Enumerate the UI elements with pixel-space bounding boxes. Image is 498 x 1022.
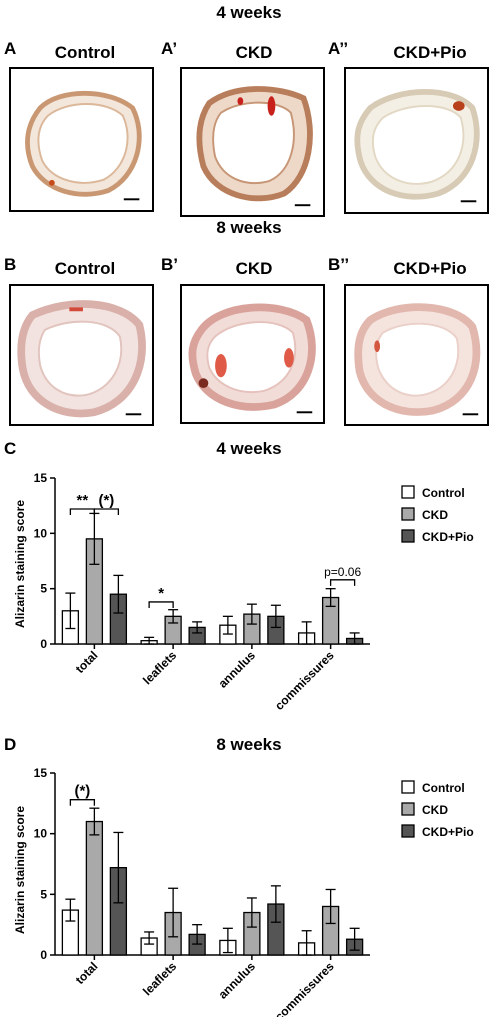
- chart-c-ylabel: Alizarin staining score: [13, 500, 27, 628]
- panel-title-a: Control: [54, 43, 116, 62]
- chart-c-significance-bracket: [93, 508, 120, 515]
- chart-d-legend-swatch: [401, 824, 415, 838]
- histology-image-a1: [180, 67, 325, 217]
- chart-c-significance-label: **: [77, 492, 89, 509]
- chart-c-legend-label: Control: [422, 486, 465, 500]
- chart-d-panel-label: D: [4, 735, 16, 754]
- chart-c-significance-label: *: [158, 585, 164, 602]
- chart-d-legend-label: CKD: [422, 803, 448, 817]
- chart-c-ytick-label: 5: [40, 582, 47, 596]
- chart-c-legend-label: CKD: [422, 508, 448, 522]
- panel-label-b: B: [4, 255, 17, 274]
- chart-c-xtick-label: annulus: [216, 648, 259, 691]
- histology-image-a2: [344, 67, 489, 214]
- chart-c-title: 4 weeks: [216, 439, 281, 458]
- panel-title-b: Control: [54, 259, 116, 278]
- panel-title-a2: CKD+Pio: [393, 43, 467, 62]
- chart-d-legend-swatch: [401, 802, 415, 816]
- chart-c-significance-bracket: [69, 508, 96, 515]
- chart-d-significance-label: (*): [74, 783, 90, 800]
- panel-label-b2: B’’: [328, 255, 350, 274]
- histology-image-b2: [344, 284, 489, 426]
- chart-d-legend-label: CKD+Pio: [422, 825, 474, 839]
- histology-image-b1: [180, 284, 325, 424]
- histology-image-b: [9, 284, 154, 426]
- chart-d-bar: [85, 820, 104, 956]
- chart-d-legend-label: Control: [422, 781, 465, 795]
- chart-c-significance-label: (*): [98, 492, 114, 509]
- chart-c-xtick-label: commissures: [272, 648, 337, 713]
- heading-4-weeks: 4 weeks: [216, 3, 282, 22]
- chart-d-ytick-label: 10: [34, 827, 48, 841]
- chart-c-significance-bracket: [329, 579, 356, 586]
- chart-c-ytick-label: 15: [34, 471, 48, 485]
- chart-c-xtick-label: leaflets: [140, 648, 179, 687]
- panel-label-a: A: [4, 39, 17, 58]
- chart-d-xtick-label: commissures: [272, 959, 337, 1017]
- chart-c-legend-swatch: [401, 529, 415, 543]
- chart-c-ytick-label: 0: [40, 637, 47, 651]
- chart-d-xtick-label: leaflets: [140, 959, 179, 998]
- panel-label-b1: B’: [161, 255, 178, 274]
- histology-image-a: [9, 67, 154, 212]
- chart-c-legend-label: CKD+Pio: [422, 530, 474, 544]
- chart-c: C 4 weeks Alizarin staining score 0 5 10 15…: [0, 432, 498, 714]
- chart-d-ylabel: Alizarin staining score: [13, 806, 27, 934]
- chart-d-significance-bracket: [69, 799, 96, 806]
- chart-c-ytick-label: 10: [34, 526, 48, 540]
- panel-title-b1: CKD: [235, 259, 273, 278]
- panel-label-a2: A’’: [328, 39, 349, 58]
- chart-c-panel-label: C: [4, 439, 16, 458]
- chart-c-significance-bracket: [148, 601, 174, 608]
- chart-c-legend-swatch: [401, 507, 415, 521]
- chart-d-title: 8 weeks: [216, 735, 281, 754]
- chart-d: D 8 weeks Alizarin staining score 0 5 10 15…: [0, 728, 498, 1022]
- panel-label-a1: A’: [161, 39, 178, 58]
- panel-title-a1: CKD: [235, 43, 273, 62]
- chart-d-legend-swatch: [401, 780, 415, 794]
- chart-c-xtick-label: total: [73, 648, 101, 676]
- chart-c-legend-swatch: [401, 485, 415, 499]
- chart-d-xtick-label: total: [73, 959, 101, 987]
- chart-c-significance-label: p=0.06: [324, 565, 361, 579]
- heading-8-weeks: 8 weeks: [216, 218, 282, 237]
- chart-d-xtick-label: annulus: [216, 959, 259, 1002]
- panel-title-b2: CKD+Pio: [393, 259, 467, 278]
- chart-d-ytick-label: 0: [40, 948, 47, 962]
- chart-d-ytick-label: 15: [34, 766, 48, 780]
- chart-d-ytick-label: 5: [40, 887, 47, 901]
